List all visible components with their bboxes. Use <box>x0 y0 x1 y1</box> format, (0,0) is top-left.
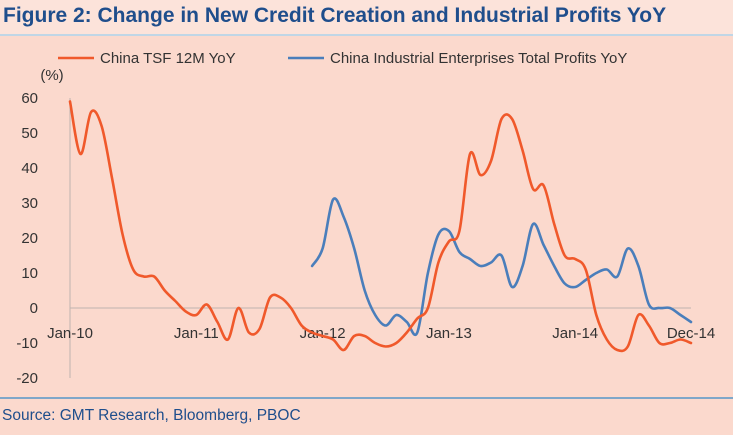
y-axis-label: (%) <box>40 67 63 84</box>
legend-label: China TSF 12M YoY <box>100 50 236 67</box>
x-tick-label: Jan-13 <box>426 325 472 342</box>
y-tick-label: 40 <box>21 160 38 177</box>
y-tick-label: -10 <box>16 335 38 352</box>
series-layer <box>68 100 693 353</box>
y-tick-label: 10 <box>21 265 38 282</box>
y-tick-label: 20 <box>21 230 38 247</box>
y-tick-label: 30 <box>21 195 38 212</box>
x-axis: Jan-10 Jan-11 Jan-12 Jan-13 Jan-14 Dec-14 <box>47 307 715 342</box>
y-tick-label: 0 <box>30 300 38 317</box>
y-axis: 60 50 40 30 20 10 0 -10 -20 <box>16 90 71 387</box>
line-chart: China TSF 12M YoY China Industrial Enterp… <box>16 50 715 387</box>
x-tick-label: Dec-14 <box>667 325 715 342</box>
source-bar: Source: GMT Research, Bloomberg, PBOC <box>0 397 733 435</box>
x-tick-label: Jan-14 <box>552 325 598 342</box>
y-tick-label: 60 <box>21 90 38 107</box>
series-line-tsf <box>68 100 693 353</box>
title-bar: Figure 2: Change in New Credit Creation … <box>0 0 733 36</box>
x-tick-label: Jan-11 <box>174 325 219 342</box>
source-note: Source: GMT Research, Bloomberg, PBOC <box>2 407 301 424</box>
legend: China TSF 12M YoY China Industrial Enterp… <box>58 50 627 67</box>
series-line-profits <box>310 197 693 337</box>
chart-title: Figure 2: Change in New Credit Creation … <box>3 4 667 27</box>
y-tick-label: 50 <box>21 125 38 142</box>
x-tick-label: Jan-10 <box>47 325 93 342</box>
legend-label: China Industrial Enterprises Total Profi… <box>330 50 627 67</box>
x-tick-label: Jan-12 <box>300 325 346 342</box>
y-tick-label: -20 <box>16 370 38 387</box>
